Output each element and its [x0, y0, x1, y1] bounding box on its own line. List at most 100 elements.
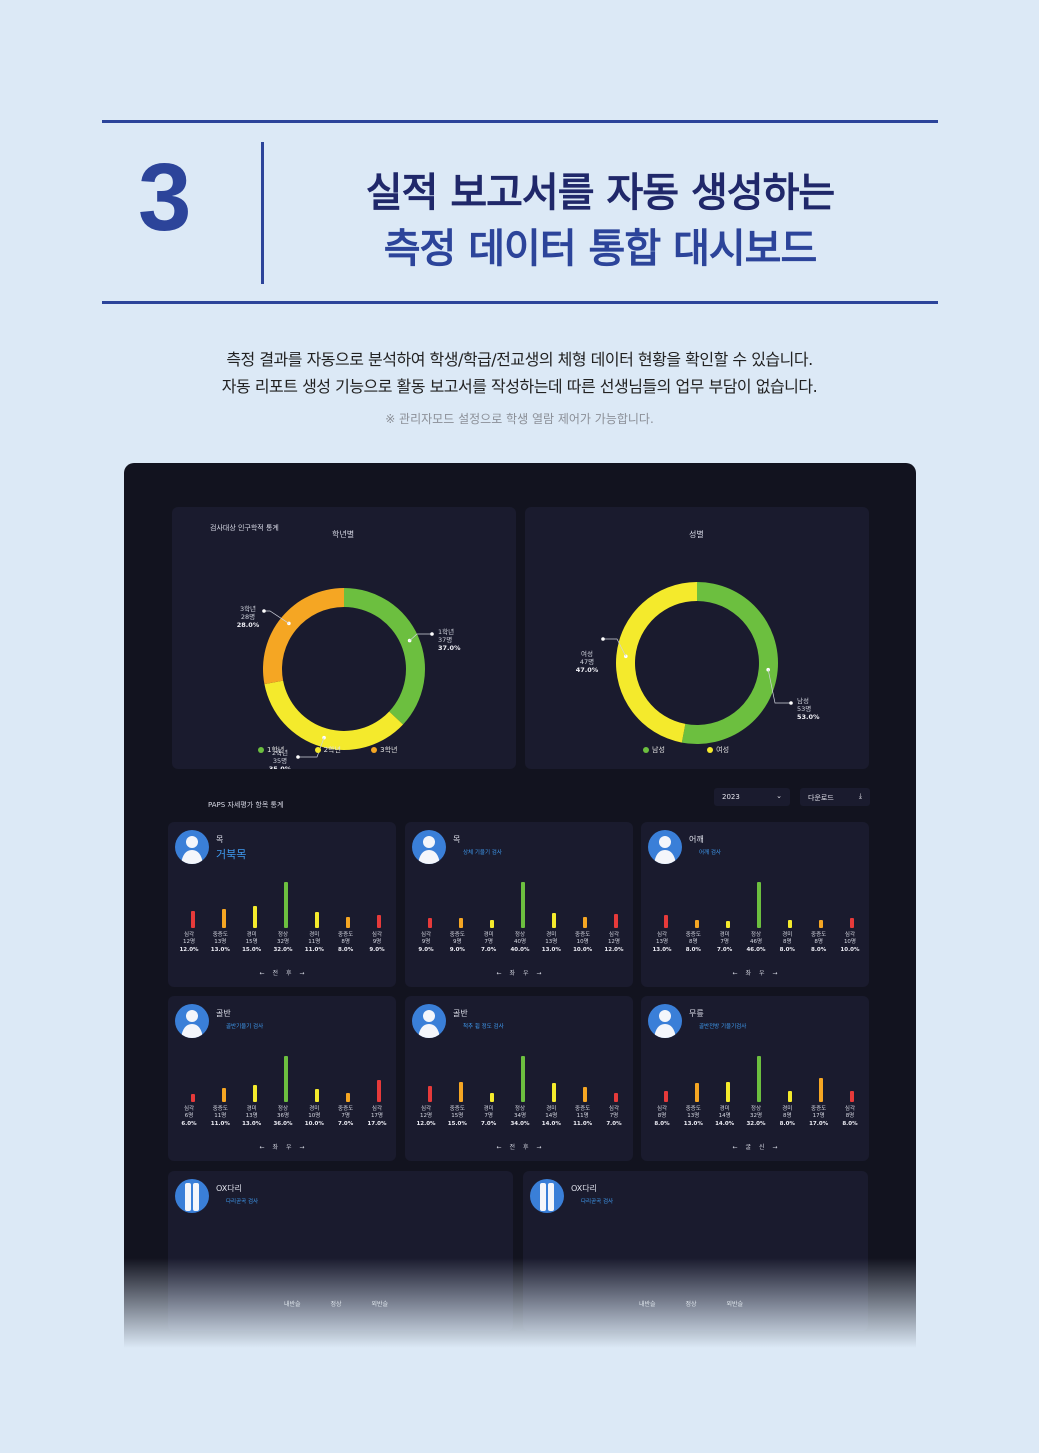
legend-item-normal[interactable]: 정상	[330, 1301, 342, 1308]
bar-1[interactable]	[428, 917, 432, 928]
bar-5[interactable]	[552, 1083, 556, 1102]
bar-1[interactable]	[664, 915, 668, 928]
paps-card[interactable]: 목 상체 기울기 검사 심각 9명 9.0% 중증도 9명 9.0% 경미 7명 7…	[405, 822, 633, 987]
percent-value: 14.0%	[541, 1120, 561, 1127]
legend-item-female[interactable]: 여성	[707, 746, 729, 754]
bar-4[interactable]	[757, 1056, 761, 1102]
bar-2[interactable]	[695, 920, 699, 928]
legend-item-grade3[interactable]: 3학년	[371, 746, 398, 754]
paps-card[interactable]: 어깨 어깨 검사 심각 13명 13.0% 중증도 8명 8.0% 경미 7명 7.…	[641, 822, 869, 987]
bar-3[interactable]	[726, 1081, 730, 1102]
paps-card[interactable]: 무릎 골반전방 기울기검사 심각 8명 8.0% 중증도 13명 13.0% 경미 …	[641, 996, 869, 1161]
legend-item-grade2[interactable]: 2학년	[314, 746, 341, 754]
bar-5[interactable]	[788, 1090, 792, 1102]
bar-3[interactable]	[726, 921, 730, 928]
grade-slice-2[interactable]	[264, 680, 404, 750]
percent-value: 8.0%	[338, 946, 354, 953]
paps-card-subtitle[interactable]: 골반전방 기울기검사	[699, 1024, 747, 1030]
bar-4[interactable]	[284, 882, 288, 928]
bar-7[interactable]	[614, 1092, 618, 1102]
ox-card-subtitle[interactable]: 다리곧곡 검사	[226, 1199, 259, 1205]
dashboard-screenshot: 검사대상 인구학적 통계 학년별 1학년 37명 37.0% 2학년 35명 35.0% 3…	[124, 463, 916, 1348]
bar-6[interactable]	[819, 1077, 823, 1102]
bar-4[interactable]	[757, 882, 761, 928]
paps-bars	[651, 874, 861, 928]
paps-card[interactable]: 골반 척추 휨 정도 검사 심각 12명 12.0% 중증도 15명 15.0% 경…	[405, 996, 633, 1161]
download-button[interactable]: 다운로드 ⤓	[800, 788, 870, 806]
bar-2[interactable]	[222, 909, 226, 928]
percent-value: 12.0%	[604, 946, 624, 953]
percent-value: 32.0%	[273, 946, 293, 953]
bar-1[interactable]	[428, 1085, 432, 1102]
bar-6[interactable]	[819, 920, 823, 928]
paps-card-title: 골반	[216, 1009, 231, 1018]
severity-label: 경미	[246, 932, 257, 938]
bar-4[interactable]	[284, 1056, 288, 1102]
bar-5[interactable]	[315, 1089, 319, 1102]
paps-card-subtitle[interactable]: 어깨 검사	[699, 850, 721, 856]
bar-4[interactable]	[521, 882, 525, 928]
bar-5[interactable]	[315, 912, 319, 928]
paps-card-subtitle[interactable]: 척추 휨 정도 검사	[463, 1024, 504, 1030]
chevron-down-icon: ⌄	[776, 792, 782, 800]
bar-6[interactable]	[583, 1087, 587, 1102]
bar-7[interactable]	[377, 915, 381, 928]
legend-item-valgus[interactable]: 외반슬	[371, 1301, 389, 1308]
column-label: 정상 32명 32.0%	[268, 932, 298, 954]
gender-slice-2[interactable]	[616, 582, 697, 743]
percent-value: 40.0%	[510, 946, 530, 953]
ox-card-subtitle[interactable]: 다리곧곡 검사	[581, 1199, 614, 1205]
bar-6[interactable]	[346, 1093, 350, 1102]
paps-card-subtitle[interactable]: 거북목	[216, 848, 247, 861]
bar-7[interactable]	[377, 1080, 381, 1102]
bar-5[interactable]	[788, 920, 792, 928]
bar-1[interactable]	[664, 1090, 668, 1102]
paps-card[interactable]: 골반 골반기울기 검사 심각 6명 6.0% 중증도 11명 11.0% 경미 13…	[168, 996, 396, 1161]
column-label: 정상 40명 40.0%	[505, 932, 535, 954]
severity-label: 경미	[546, 1106, 557, 1112]
paps-card-subtitle[interactable]: 상체 기울기 검사	[463, 850, 502, 856]
grade-callout-line-1	[409, 633, 432, 641]
paps-direction-label: ← 전 후 →	[496, 1144, 542, 1151]
paps-card[interactable]: 목 거북목 심각 12명 12.0% 중증도 13명 13.0% 경미 15명 15…	[168, 822, 396, 987]
bar-3[interactable]	[253, 906, 257, 928]
bar-7[interactable]	[850, 918, 854, 928]
count-value: 7명	[609, 1113, 619, 1120]
bar-5[interactable]	[552, 913, 556, 928]
grade-slice-3[interactable]	[263, 588, 344, 685]
count-value: 9명	[372, 939, 382, 946]
legend-item-varus[interactable]: 내반슬	[639, 1301, 656, 1308]
bar-4[interactable]	[521, 1056, 525, 1102]
legend-item-male[interactable]: 남성	[643, 746, 665, 754]
grade-chart-title: 학년별	[332, 530, 355, 539]
year-select[interactable]: 2023 ⌄	[714, 788, 790, 806]
bar-1[interactable]	[191, 910, 195, 928]
bar-1[interactable]	[191, 1094, 195, 1102]
paps-card-title: 목	[453, 835, 461, 844]
severity-label: 중증도	[575, 932, 591, 938]
legend-item-grade1[interactable]: 1학년	[258, 746, 284, 754]
bar-6[interactable]	[583, 916, 587, 928]
bar-6[interactable]	[346, 916, 350, 928]
bar-7[interactable]	[614, 914, 618, 928]
legend-item-varus[interactable]: 내반슬	[284, 1301, 301, 1308]
bar-3[interactable]	[490, 919, 494, 928]
bar-3[interactable]	[490, 1092, 494, 1102]
paps-card-subtitle[interactable]: 골반기울기 검사	[226, 1024, 264, 1030]
count-value: 32명	[276, 939, 290, 946]
grade-callout-text-2-1: 2학년	[272, 748, 288, 757]
bar-2[interactable]	[459, 1081, 463, 1102]
bar-2[interactable]	[695, 1083, 699, 1102]
column-label: 경미 13명 13.0%	[536, 932, 566, 954]
legend-item-valgus[interactable]: 외반슬	[726, 1301, 744, 1308]
gender-slice-1[interactable]	[681, 582, 778, 744]
grade-slice-1[interactable]	[344, 588, 426, 725]
severity-label: 정상	[750, 932, 762, 938]
bar-7[interactable]	[850, 1090, 854, 1102]
legend-item-normal[interactable]: 정상	[685, 1301, 697, 1308]
bar-2[interactable]	[459, 917, 463, 928]
bar-3[interactable]	[253, 1085, 257, 1102]
bar-2[interactable]	[222, 1087, 226, 1102]
